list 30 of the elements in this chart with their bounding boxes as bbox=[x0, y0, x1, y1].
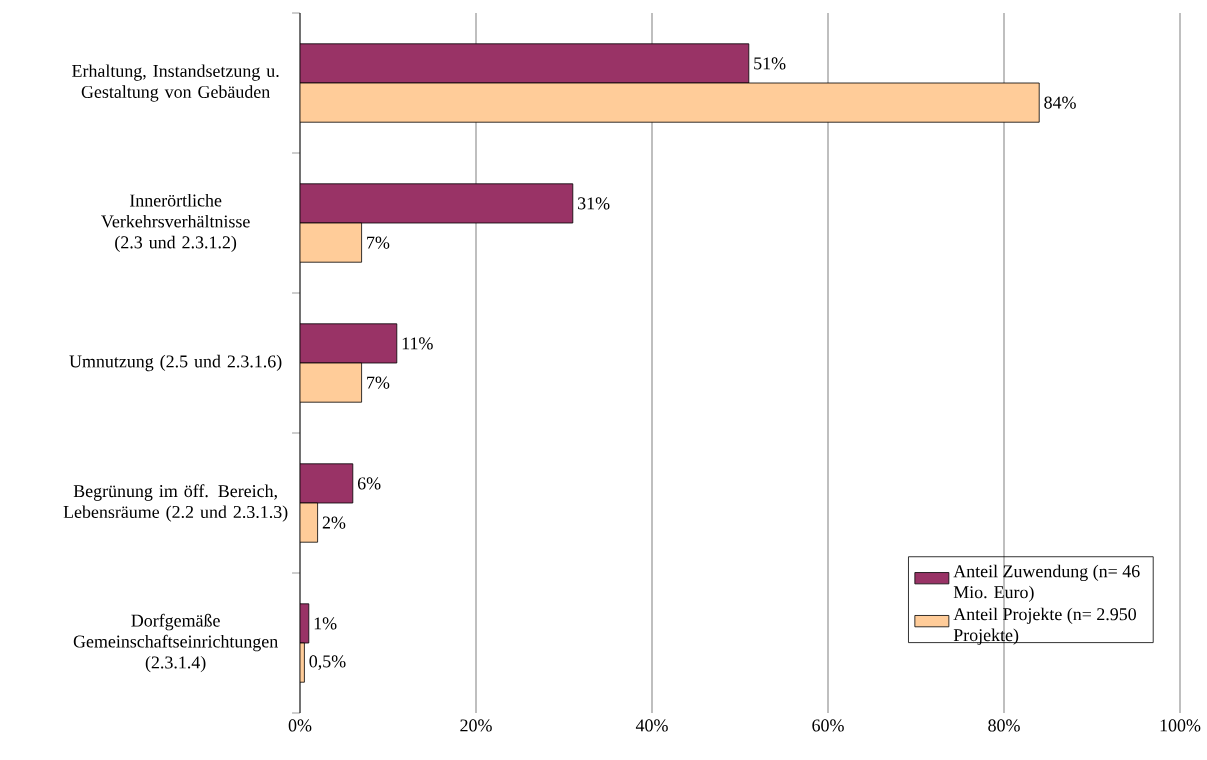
x-tick-label: 80% bbox=[988, 719, 1020, 732]
legend-label: Anteil Zuwendung (n= 46 Mio. Euro) bbox=[953, 564, 1140, 602]
data-label: 51% bbox=[754, 57, 786, 70]
data-label: 7% bbox=[367, 376, 390, 389]
x-tick-label: 100% bbox=[1160, 719, 1201, 732]
x-tick-label: 20% bbox=[460, 719, 492, 732]
data-label: 84% bbox=[1044, 96, 1076, 109]
x-tick-label: 60% bbox=[812, 719, 844, 732]
y-tick-label: Begrünung im öff. Bereich, Lebensräume (2.2 und 2.3.1.3) bbox=[63, 484, 288, 522]
bar bbox=[300, 183, 574, 224]
data-label: 7% bbox=[367, 236, 390, 249]
bar bbox=[300, 323, 398, 364]
y-tick-label: Erhaltung, Instandsetzung u. Gestaltung von Gebäuden bbox=[72, 64, 279, 102]
y-tick-label: Innerörtliche Verkehrsverhältnisse (2.3 und 2.3.1.2) bbox=[101, 193, 250, 253]
data-label: 6% bbox=[357, 477, 381, 490]
data-label: 1% bbox=[314, 617, 337, 630]
data-label: 2% bbox=[322, 516, 346, 529]
x-tick-label: 0% bbox=[288, 719, 312, 732]
legend-label: Anteil Projekte (n= 2.950 Projekte) bbox=[953, 607, 1136, 645]
x-tick-label: 40% bbox=[635, 719, 668, 732]
bar bbox=[300, 43, 750, 84]
bar bbox=[300, 222, 362, 263]
bar bbox=[300, 362, 362, 403]
y-tick-label: Dorfgemäße Gemeinschaftseinrichtungen (2.3.1.4) bbox=[73, 613, 278, 673]
data-label: 0,5% bbox=[309, 655, 346, 670]
y-tick-label: Umnutzung (2.5 und 2.3.1.6) bbox=[69, 354, 282, 372]
data-label: 31% bbox=[578, 197, 610, 210]
bar bbox=[300, 463, 354, 504]
data-label: 11% bbox=[402, 337, 433, 350]
bar bbox=[300, 82, 1040, 123]
